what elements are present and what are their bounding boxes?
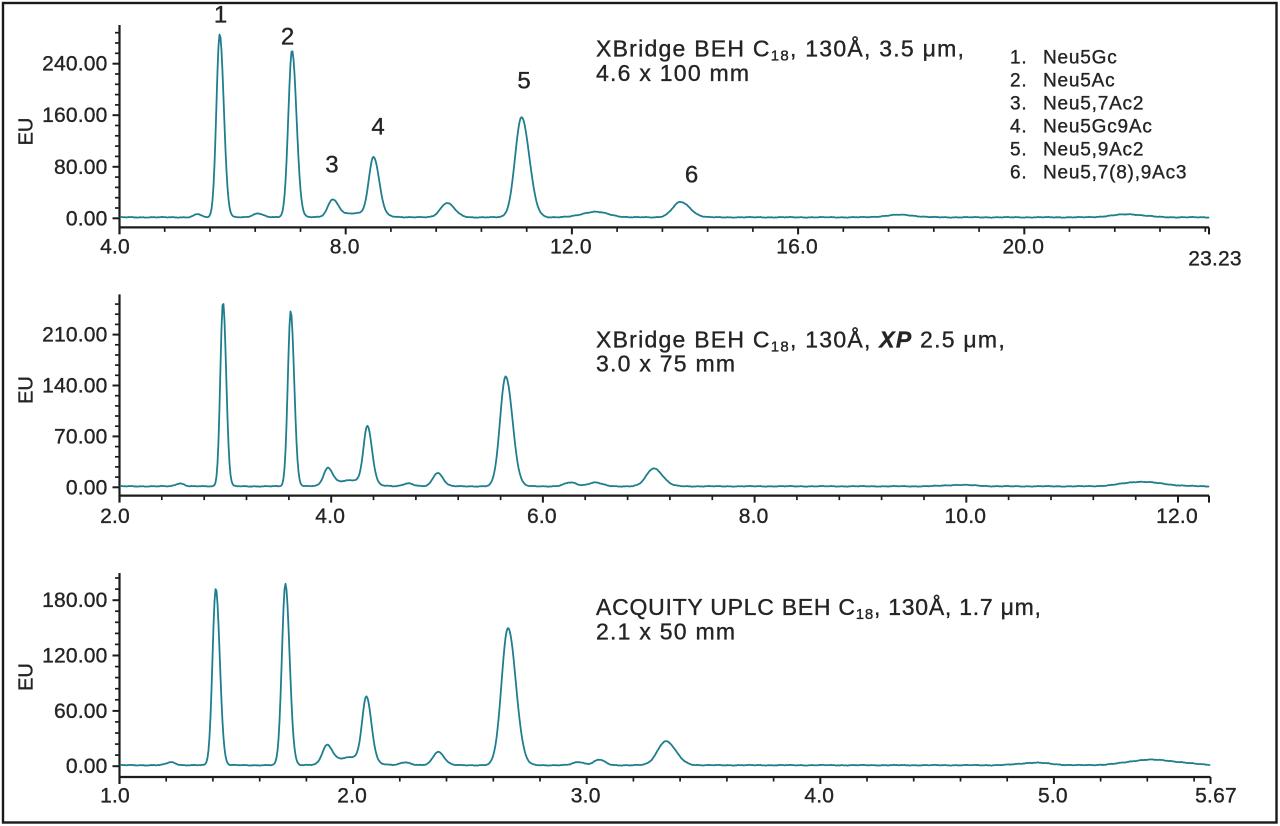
svg-text:210.00: 210.00 <box>42 324 107 347</box>
svg-text:3.: 3. <box>1010 94 1027 115</box>
svg-text:8.0: 8.0 <box>330 236 360 259</box>
svg-text:240.00: 240.00 <box>42 53 107 76</box>
svg-text:2.0: 2.0 <box>337 785 367 808</box>
svg-text:3.0 x 75 mm: 3.0 x 75 mm <box>596 351 736 377</box>
svg-text:XBridge BEH C18, 130Å, XP 2.5: XBridge BEH C18, 130Å, XP 2.5 μm, <box>596 326 1006 356</box>
svg-text:60.00: 60.00 <box>54 700 108 723</box>
svg-text:2: 2 <box>281 24 294 51</box>
svg-text:140.00: 140.00 <box>42 375 107 398</box>
svg-text:12.0: 12.0 <box>1156 505 1198 528</box>
svg-text:EU: EU <box>16 118 38 146</box>
svg-text:5: 5 <box>517 67 530 94</box>
svg-text:70.00: 70.00 <box>54 425 108 448</box>
svg-text:2.0: 2.0 <box>100 505 130 528</box>
svg-text:5.0: 5.0 <box>1038 785 1068 808</box>
svg-text:0.00: 0.00 <box>66 207 108 230</box>
svg-text:EU: EU <box>16 376 38 404</box>
svg-text:80.00: 80.00 <box>54 156 108 179</box>
svg-text:ACQUITY UPLC BEH C18, 130Å, 1.: ACQUITY UPLC BEH C18, 130Å, 1.7 μm, <box>596 593 1042 623</box>
svg-text:10.0: 10.0 <box>944 505 986 528</box>
svg-text:2.1 x 50 mm: 2.1 x 50 mm <box>596 618 736 644</box>
svg-text:1.: 1. <box>1010 48 1027 69</box>
svg-text:2.: 2. <box>1010 71 1027 92</box>
svg-text:1.0: 1.0 <box>100 785 130 808</box>
svg-text:12.0: 12.0 <box>550 236 592 259</box>
svg-text:5.: 5. <box>1010 140 1027 161</box>
svg-text:Neu5,7(8),9Ac3: Neu5,7(8),9Ac3 <box>1043 162 1187 183</box>
svg-text:4.0: 4.0 <box>804 785 834 808</box>
svg-text:6.0: 6.0 <box>527 505 557 528</box>
svg-text:20.0: 20.0 <box>1002 236 1044 259</box>
svg-text:4.0: 4.0 <box>100 236 130 259</box>
svg-text:23.23: 23.23 <box>1188 248 1242 271</box>
svg-text:6: 6 <box>685 161 698 188</box>
svg-text:4.6 x 100 mm: 4.6 x 100 mm <box>596 60 750 86</box>
svg-text:3.0: 3.0 <box>571 785 601 808</box>
svg-text:Neu5,9Ac2: Neu5,9Ac2 <box>1043 140 1144 161</box>
svg-text:Neu5Gc9Ac: Neu5Gc9Ac <box>1043 117 1153 138</box>
svg-text:EU: EU <box>16 663 38 691</box>
svg-text:8.0: 8.0 <box>739 505 769 528</box>
svg-text:120.00: 120.00 <box>42 645 107 668</box>
svg-text:1: 1 <box>214 2 227 29</box>
svg-text:Neu5Gc: Neu5Gc <box>1043 48 1118 69</box>
svg-text:Neu5,7Ac2: Neu5,7Ac2 <box>1043 94 1144 115</box>
svg-text:0.00: 0.00 <box>66 476 108 499</box>
svg-text:160.00: 160.00 <box>42 104 107 127</box>
svg-text:5.67: 5.67 <box>1195 785 1237 808</box>
svg-text:16.0: 16.0 <box>776 236 818 259</box>
svg-text:6.: 6. <box>1010 162 1027 183</box>
svg-text:4: 4 <box>371 114 384 141</box>
svg-text:3: 3 <box>325 152 338 179</box>
svg-text:0.00: 0.00 <box>66 755 108 778</box>
svg-text:4.0: 4.0 <box>315 505 345 528</box>
svg-text:4.: 4. <box>1010 117 1027 138</box>
svg-text:Neu5Ac: Neu5Ac <box>1043 71 1115 92</box>
svg-text:180.00: 180.00 <box>42 589 107 612</box>
